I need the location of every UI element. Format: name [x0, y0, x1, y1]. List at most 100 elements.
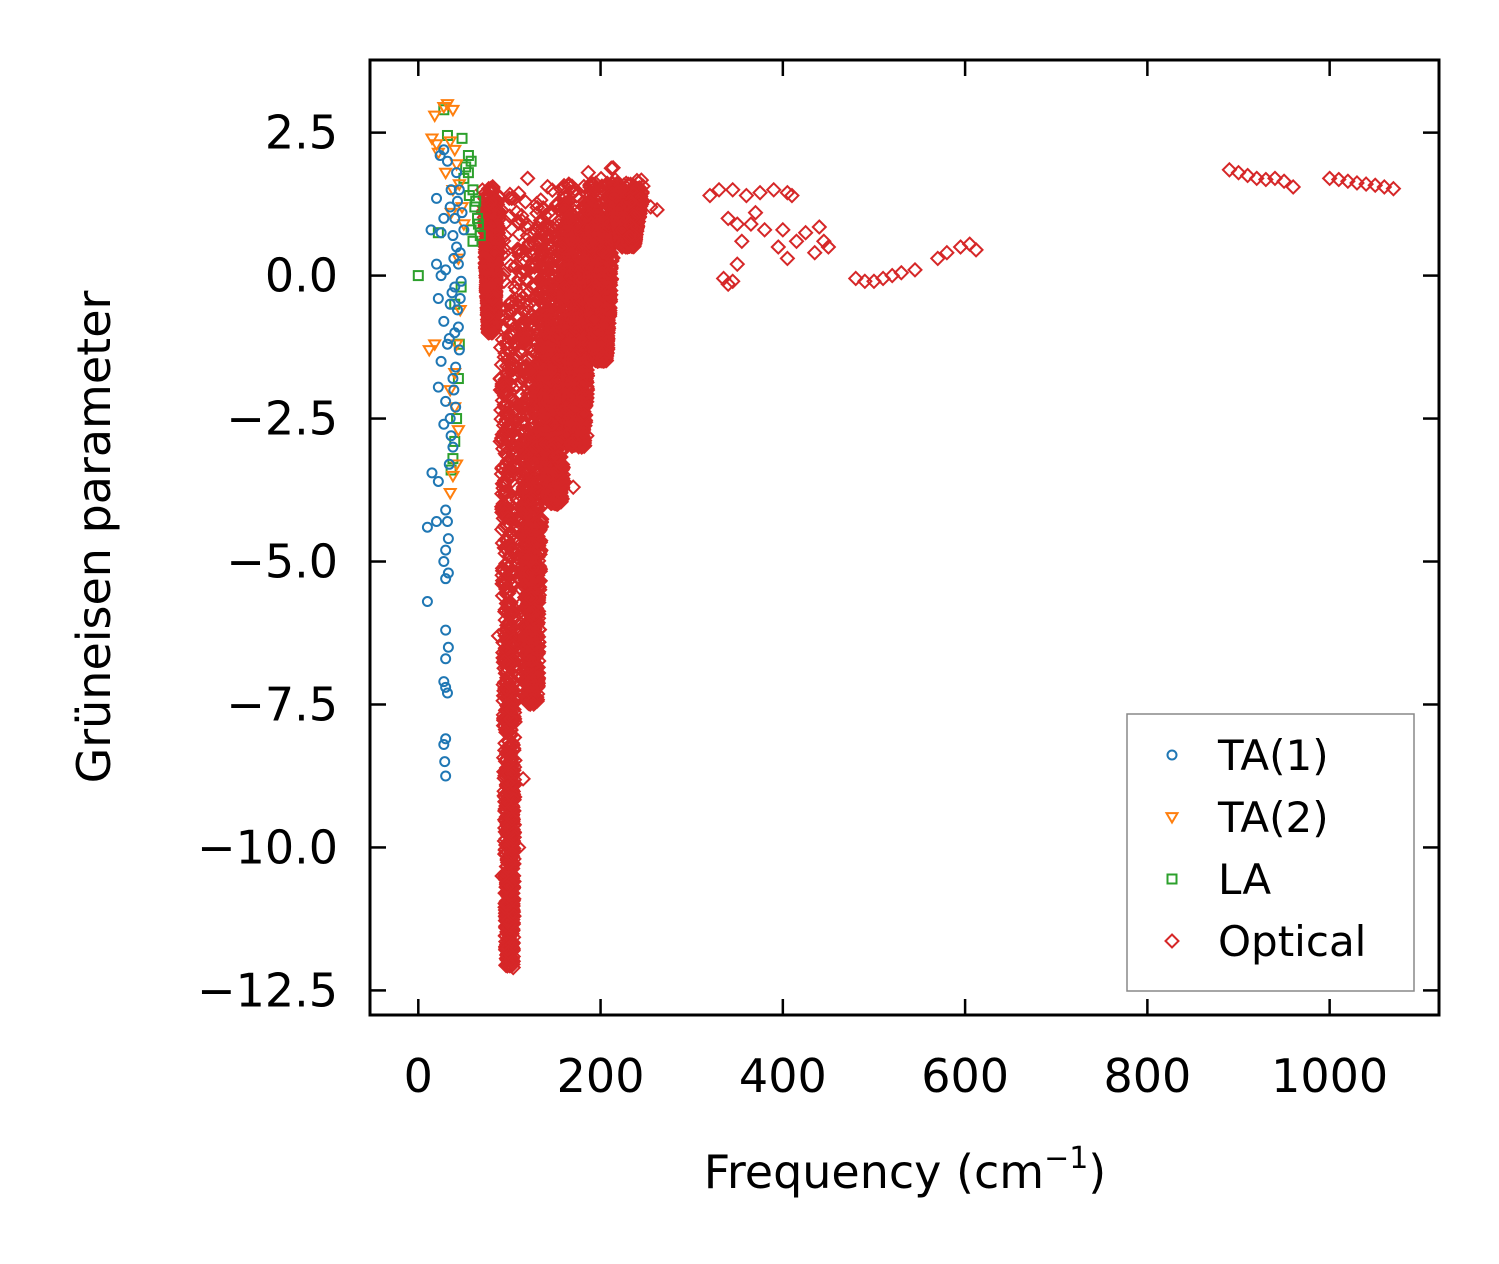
optical-cluster-point [571, 308, 588, 325]
optical-cluster-point [594, 259, 611, 275]
optical-cluster-point [499, 448, 516, 465]
optical-cluster-point [522, 623, 538, 640]
optical-cluster-point [524, 604, 541, 621]
optical-cluster-point [542, 458, 559, 475]
optical-cluster-point [562, 412, 578, 429]
optical-cluster-point [581, 233, 598, 250]
optical-cluster-point [498, 411, 515, 428]
optical-cluster-point [561, 278, 578, 295]
optical-cluster-point [514, 243, 531, 260]
optical-cluster-point [538, 279, 554, 296]
optical-cluster-point [514, 328, 531, 345]
optical-cluster-point [556, 279, 573, 296]
optical-cluster-point [554, 254, 571, 270]
optical-cluster-point [537, 292, 554, 309]
optical-cluster-point [600, 247, 617, 264]
optical-cluster-point [505, 904, 522, 920]
optical-cluster-point [522, 405, 539, 422]
optical-cluster-point [503, 369, 520, 386]
optical-cluster-point [565, 316, 582, 333]
optical-cluster-point [537, 362, 554, 379]
optical-cluster-point [528, 530, 545, 546]
optical-cluster-point [515, 510, 532, 527]
optical-cluster-point [521, 315, 538, 332]
optical-cluster-point [520, 629, 537, 646]
optical-cluster-point [494, 572, 511, 589]
optical-cluster-point [503, 711, 519, 728]
optical-cluster-point [572, 341, 588, 358]
optical-cluster-point [499, 304, 516, 321]
optical-cluster-point [599, 335, 616, 352]
optical-cluster-point [506, 791, 523, 808]
optical-cluster-point [521, 605, 538, 622]
optical-cluster-point [518, 667, 535, 684]
optical-cluster-point [518, 555, 535, 572]
optical-cluster-point [519, 227, 536, 244]
optical-cluster-point [576, 178, 592, 195]
optical-cluster-point [583, 215, 600, 232]
optical-cluster-point [557, 310, 574, 327]
optical-cluster-point [527, 495, 544, 512]
optical-cluster-point [501, 208, 518, 224]
optical-cluster-point [551, 483, 568, 500]
optical-cluster-point [558, 203, 575, 220]
optical-cluster-point [536, 367, 553, 384]
optical-cluster-point [498, 483, 515, 500]
optical-cluster-point [531, 587, 548, 603]
optical-cluster-point [595, 348, 611, 365]
optical-cluster-point [503, 727, 519, 744]
optical-cluster-point [494, 331, 511, 348]
optical-cluster-point [586, 198, 603, 215]
optical-cluster-point [503, 190, 520, 207]
optical-cluster-point [503, 604, 520, 621]
optical-cluster-point [563, 418, 580, 435]
optical-cluster-point [496, 653, 513, 670]
optical-cluster-point [502, 257, 519, 274]
optical-cluster-point [499, 940, 516, 957]
optical-cluster-point [545, 396, 562, 412]
optical-cluster-point [565, 264, 582, 281]
optical-cluster-point [499, 878, 516, 895]
optical-cluster-point [515, 524, 532, 541]
optical-cluster-point [592, 276, 609, 293]
optical-cluster-point [522, 692, 538, 709]
optical-cluster-point [541, 362, 558, 379]
optical-cluster-point [555, 219, 572, 236]
optical-cluster-point [589, 323, 606, 340]
optical-cluster-point [543, 416, 560, 433]
optical-cluster-point [547, 489, 564, 506]
optical-cluster-point [519, 493, 536, 509]
optical-cluster-point [554, 240, 570, 256]
optical-cluster-point [505, 676, 522, 693]
optical-cluster-point [588, 339, 605, 356]
optical-cluster-point [535, 222, 552, 238]
optical-cluster-point [502, 615, 519, 632]
optical-cluster-point [517, 572, 534, 589]
optical-cluster-point [518, 672, 535, 689]
optical-cluster-point [510, 241, 527, 258]
optical-cluster-point [498, 383, 515, 400]
series-optical [474, 159, 1402, 976]
optical-cluster-point [536, 322, 553, 339]
optical-cluster-point [585, 265, 602, 282]
optical-cluster-point [500, 359, 517, 376]
optical-cluster-point [599, 285, 616, 302]
optical-cluster-point [554, 205, 571, 222]
optical-cluster-point [577, 365, 594, 382]
optical-cluster-point [585, 311, 602, 327]
optical-cluster-point [507, 713, 523, 730]
optical-cluster-point [585, 200, 602, 217]
optical-cluster-point [563, 387, 579, 404]
optical-cluster-point [523, 600, 540, 617]
optical-cluster-point [497, 896, 514, 912]
optical-cluster-point [532, 215, 549, 231]
optical-cluster-point [503, 463, 519, 479]
optical-cluster-point [502, 517, 519, 534]
optical-cluster-point [496, 377, 513, 393]
optical-cluster-point [535, 201, 552, 218]
optical-cluster-point [530, 643, 547, 660]
optical-cluster-point [556, 196, 573, 213]
optical-cluster-point [560, 178, 577, 194]
optical-cluster-point [548, 390, 565, 407]
